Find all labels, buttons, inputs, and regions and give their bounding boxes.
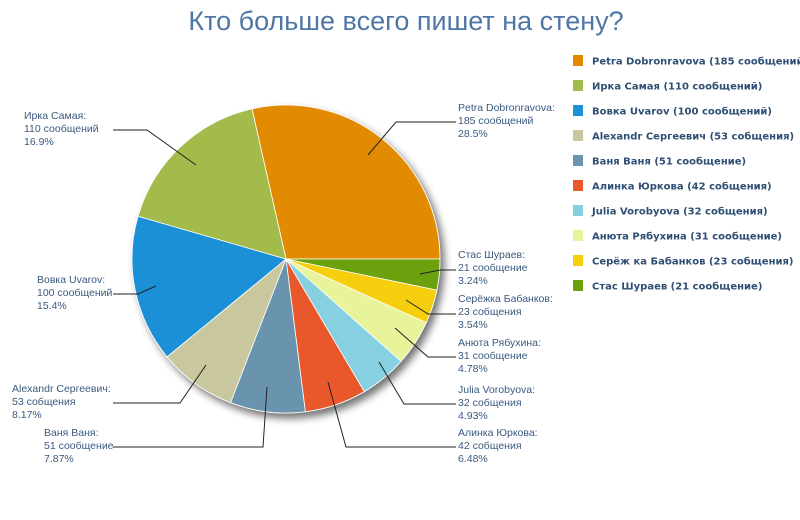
leader-line-julia-vorobyova [378, 361, 456, 405]
callout-leader-lines [113, 121, 456, 448]
leader-line-стас-шураев [419, 269, 456, 275]
callout-percent-алинка-юркова: 6.48% [458, 453, 488, 465]
legend: Petra Dobronravova (185 сообщений) Ирка С… [573, 55, 800, 293]
callout-percent-стас-шураев: 3.24% [458, 275, 488, 287]
legend-swatch-анюта-рябухина [573, 230, 583, 241]
legend-swatch-сережка-бабанков [573, 255, 583, 266]
callout-name-вовка-uvarov: Вовка Uvarov: [37, 274, 105, 286]
callout-count-ирка-самая: 110 сообщений [24, 123, 99, 135]
legend-label-julia-vorobyova: Julia Vorobyova (32 собщения) [591, 206, 768, 218]
legend-label-анюта-рябухина: Анюта Рябухина (31 сообщение) [592, 231, 782, 243]
legend-label-стас-шураев: Стас Шураев (21 сообщение) [592, 281, 762, 293]
callout-percent-вовка-uvarov: 15.4% [37, 300, 67, 312]
callout-name-анюта-рябухина: Анюта Рябухина: [458, 337, 541, 349]
callout-name-ваня-ваня: Ваня Ваня: [44, 427, 99, 439]
legend-swatch-julia-vorobyova [573, 205, 583, 216]
callout-count-julia-vorobyova: 32 собщения [458, 397, 522, 409]
legend-label-вовка-uvarov: Вовка Uvarov (100 сообщений) [592, 106, 772, 118]
legend-label-сережка-бабанков: Серёж ка Бабанков (23 собщения) [592, 256, 793, 268]
legend-swatch-alexandr-сергеевич [573, 130, 583, 141]
callout-name-petra-dobronravova: Petra Dobronravova: [458, 102, 555, 114]
callout-name-julia-vorobyova: Julia Vorobyova: [458, 384, 535, 396]
legend-swatch-petra-dobronravova [573, 55, 583, 66]
legend-label-ирка-самая: Ирка Самая (110 сообщений) [592, 81, 762, 93]
legend-label-ваня-ваня: Ваня Ваня (51 сообщение) [592, 156, 746, 168]
callout-count-вовка-uvarov: 100 сообщений [37, 287, 113, 299]
leader-line-ирка-самая [113, 129, 197, 166]
callout-count-petra-dobronravova: 185 сообщений [458, 115, 534, 127]
callout-name-алинка-юркова: Алинка Юркова: [458, 427, 538, 439]
callout-count-сережка-бабанков: 23 собщения [458, 306, 522, 318]
callout-name-сережка-бабанков: Серёжка Бабанков: [458, 293, 553, 305]
slice-ирка-самая [137, 108, 287, 260]
callout-percent-ваня-ваня: 7.87% [44, 453, 74, 465]
callout-count-анюта-рябухина: 31 сообщение [458, 350, 528, 362]
callout-percent-ирка-самая: 16.9% [24, 136, 54, 148]
legend-swatch-алинка-юркова [573, 180, 583, 191]
legend-swatch-вовка-uvarov [573, 105, 583, 116]
callout-count-ваня-ваня: 51 сообщение [44, 440, 114, 452]
callout-percent-petra-dobronravova: 28.5% [458, 128, 488, 140]
leader-line-вовка-uvarov [113, 285, 157, 295]
callout-name-ирка-самая: Ирка Самая: [24, 110, 86, 122]
legend-swatch-ваня-ваня [573, 155, 583, 166]
chart-title: Кто больше всего пишет на стену? [188, 6, 623, 36]
callout-name-стас-шураев: Стас Шураев: [458, 249, 525, 261]
leader-line-сережка-бабанков [405, 299, 456, 315]
legend-label-alexandr-сергеевич: Alexandr Сергеевич (53 собщения) [592, 131, 794, 143]
leader-line-ваня-ваня [113, 386, 268, 448]
leader-line-petra-dobronravova [367, 121, 456, 156]
legend-label-petra-dobronravova: Petra Dobronravova (185 сообщений) [592, 56, 800, 68]
leader-line-алинка-юркова [327, 381, 456, 448]
callout-percent-julia-vorobyova: 4.93% [458, 410, 488, 422]
callout-count-alexandr-сергеевич: 53 собщения [12, 396, 76, 408]
callout-percent-анюта-рябухина: 4.78% [458, 363, 488, 375]
leader-line-анюта-рябухина [394, 327, 456, 358]
leader-line-alexandr-сергеевич [113, 364, 207, 404]
callout-percent-alexandr-сергеевич: 8.17% [12, 409, 42, 421]
callout-name-alexandr-сергеевич: Alexandr Сергеевич: [12, 383, 111, 395]
legend-swatch-стас-шураев [573, 280, 583, 291]
legend-swatch-ирка-самая [573, 80, 583, 91]
legend-label-алинка-юркова: Алинка Юркова (42 собщения) [592, 181, 772, 193]
callout-count-алинка-юркова: 42 собщения [458, 440, 522, 452]
callout-count-стас-шураев: 21 сообщение [458, 262, 528, 274]
slice-вовка-uvarov [131, 215, 287, 358]
pie [131, 104, 441, 414]
callout-percent-сережка-бабанков: 3.54% [458, 319, 488, 331]
